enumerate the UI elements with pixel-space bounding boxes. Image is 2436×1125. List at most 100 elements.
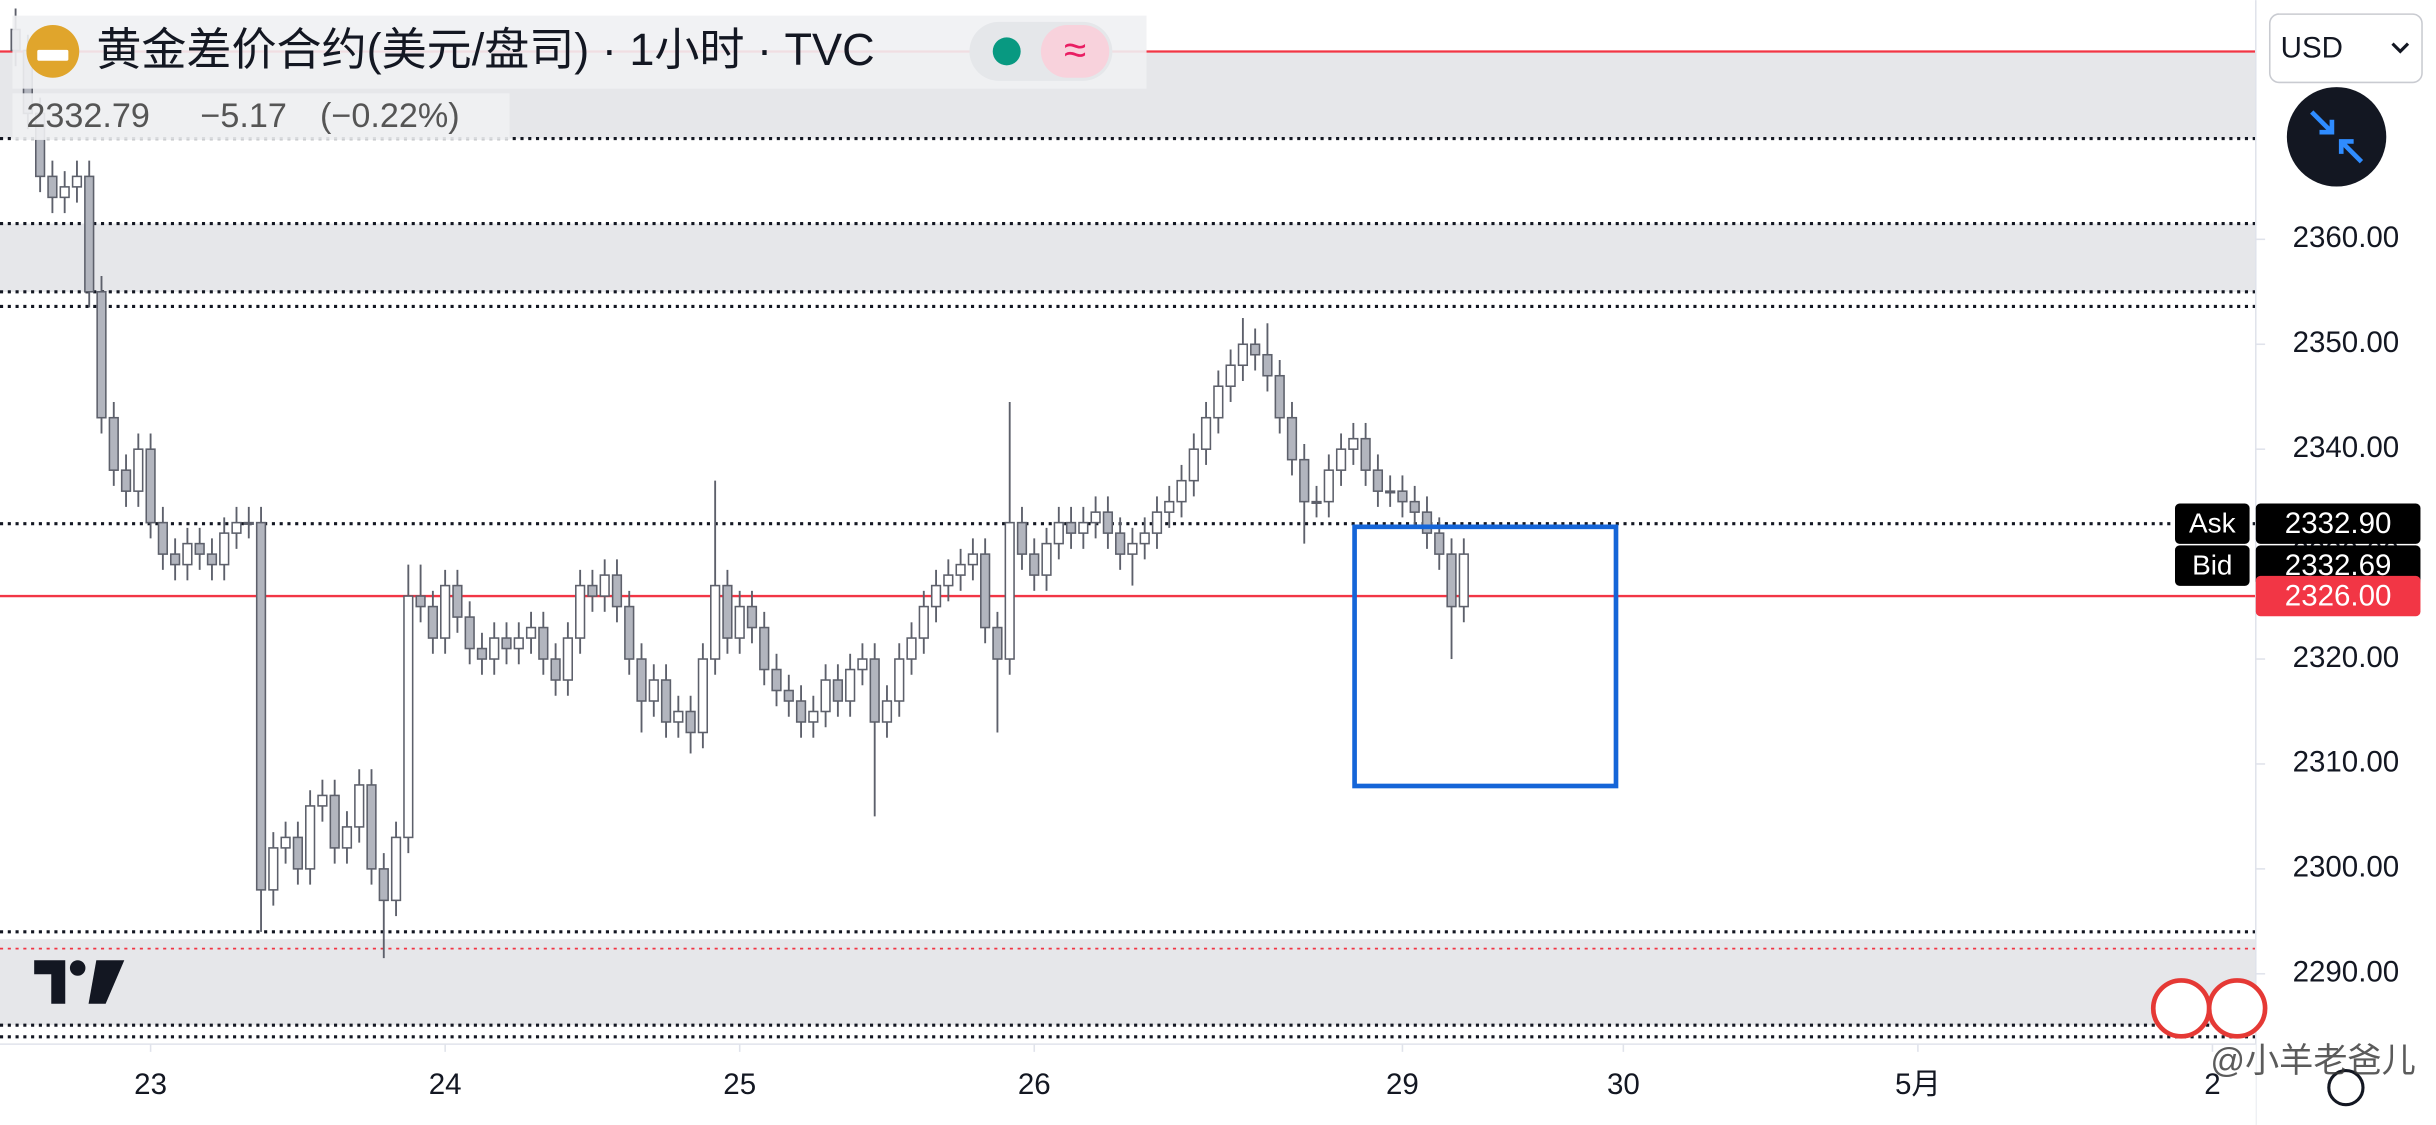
candle-body <box>108 416 119 471</box>
candle-body <box>783 689 794 702</box>
tv-logo <box>34 960 66 1004</box>
candle-body <box>1200 416 1212 450</box>
candle-body <box>1029 553 1040 576</box>
y-tick-label: 2290.00 <box>2293 956 2400 989</box>
x-tick-label: 26 <box>1018 1068 1051 1101</box>
candle-body <box>660 679 672 723</box>
candle-body <box>538 626 549 660</box>
candle-body <box>1225 364 1236 388</box>
candle-body <box>734 605 745 639</box>
candle-body <box>611 574 623 608</box>
y-tick-label: 2340.00 <box>2293 431 2400 464</box>
axes: 2290.002300.002310.002320.002330.002340.… <box>134 221 2421 1101</box>
currency-label: USD <box>2281 32 2343 65</box>
x-tick-label: 29 <box>1386 1068 1419 1101</box>
candle-body <box>575 584 586 639</box>
x-tick-label: 2 <box>2204 1068 2220 1101</box>
candle-body <box>440 584 451 639</box>
price-label-bg <box>2255 545 2421 586</box>
candle-body <box>1421 511 1433 534</box>
header-bg <box>12 93 510 140</box>
candle-body <box>930 584 942 608</box>
candle-body <box>415 595 426 608</box>
candle-body <box>489 637 500 660</box>
price-label-name-bg <box>2175 503 2250 544</box>
candle-body <box>464 616 475 650</box>
candle-body <box>599 574 610 597</box>
candle-body <box>673 710 684 723</box>
candle-body <box>427 605 438 639</box>
candle-body <box>96 291 107 419</box>
candle-body <box>59 186 70 199</box>
candle-body <box>1311 500 1322 504</box>
settings-icon[interactable] <box>2327 1068 2365 1107</box>
candle-body <box>452 584 463 618</box>
candle-body <box>1262 353 1273 377</box>
collapse-button[interactable] <box>2286 87 2387 187</box>
market-open-dot <box>992 37 1021 66</box>
candle-body <box>906 637 917 660</box>
candle-body <box>1102 511 1114 534</box>
zone <box>0 223 2256 292</box>
candle-body <box>1127 542 1138 555</box>
y-tick-label: 2320.00 <box>2293 641 2400 674</box>
candle-body <box>1372 469 1384 492</box>
candle-body <box>182 542 193 566</box>
candle-body <box>1360 437 1371 471</box>
symbol-icon <box>37 49 69 61</box>
tv-logo <box>88 960 125 1004</box>
tv-logo <box>69 960 86 976</box>
candle-body <box>305 805 316 870</box>
watermark: @小羊老爸儿 <box>2210 1042 2415 1080</box>
candle-body <box>918 605 929 639</box>
candle-body <box>562 637 574 681</box>
price-label: 2326.00 <box>2285 579 2392 612</box>
candle-body <box>1446 553 1457 608</box>
candle-body <box>1299 458 1310 503</box>
candle-body <box>378 868 389 902</box>
candle-body <box>992 626 1003 660</box>
y-tick-label: 2350.00 <box>2293 326 2400 359</box>
candle-body <box>403 595 414 839</box>
dropdown-arrow <box>2391 42 2410 54</box>
candle-body <box>710 584 721 660</box>
time-axis <box>0 1044 2256 1125</box>
candle-body <box>1164 500 1175 513</box>
candle-body <box>759 626 770 671</box>
currency-select[interactable] <box>2268 13 2423 84</box>
price-label-name: Ask <box>2189 508 2237 539</box>
candle-body <box>1250 343 1261 356</box>
candle-body <box>1004 521 1015 660</box>
candle-body <box>1078 521 1089 534</box>
candle-body <box>1323 469 1334 503</box>
x-tick-label: 30 <box>1607 1068 1640 1101</box>
candle-body <box>955 563 966 576</box>
candle-body <box>1286 416 1298 461</box>
candle-body <box>71 175 83 188</box>
candle-body <box>231 521 242 534</box>
candle-body <box>1065 521 1077 534</box>
candle-body <box>47 175 58 199</box>
candle-body <box>967 553 979 566</box>
candle-body <box>501 637 512 650</box>
delay-badge <box>1040 24 1110 78</box>
candle-body <box>857 658 868 671</box>
candle-body <box>587 584 598 597</box>
event-icon[interactable] <box>2150 978 2212 1039</box>
price-label-name-bg <box>2175 545 2250 586</box>
candle-body <box>845 668 856 702</box>
candle-body <box>145 448 156 524</box>
candle-body <box>194 542 205 555</box>
event-icon[interactable] <box>2206 978 2268 1039</box>
candle-body <box>1434 532 1445 555</box>
candle-body <box>771 668 782 692</box>
candle-body <box>795 700 807 723</box>
candle-body <box>1188 448 1199 482</box>
last-price: 2332.79 <box>26 97 149 135</box>
price-label-bg <box>2255 503 2421 544</box>
candle-body <box>1409 500 1420 513</box>
candle-body <box>636 658 647 702</box>
candle-body <box>869 658 880 723</box>
